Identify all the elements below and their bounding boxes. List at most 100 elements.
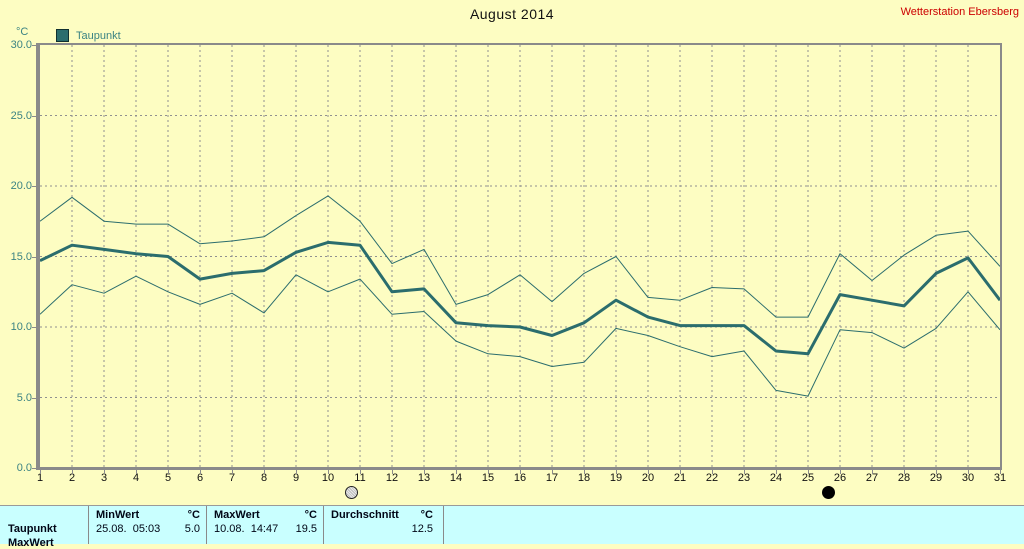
stats-table: MinWert °C MaxWert °C Durchschnitt °C Ta… [0, 505, 1024, 549]
table-separator [443, 506, 444, 544]
table-separator [323, 506, 324, 544]
y-tick-label: 0.0 [16, 462, 32, 474]
y-tick-mark [32, 398, 36, 399]
x-tick-mark [968, 470, 969, 474]
x-tick-label: 20 [641, 472, 655, 484]
x-tick-mark [904, 470, 905, 474]
x-tick-mark [552, 470, 553, 474]
col-header-durchschnitt: Durchschnitt [331, 509, 399, 521]
y-tick-label: 5.0 [16, 392, 32, 404]
x-tick-mark [1000, 470, 1001, 474]
col-header-maxwert: MaxWert [214, 509, 260, 521]
x-tick-label: 11 [354, 472, 366, 484]
x-tick-label: 26 [833, 472, 847, 484]
y-tick-mark [32, 257, 36, 258]
x-tick-mark [136, 470, 137, 474]
x-tick-label: 7 [228, 472, 236, 484]
y-tick-label: 20.0 [10, 180, 32, 192]
x-tick-label: 19 [609, 472, 623, 484]
x-tick-mark [456, 470, 457, 474]
col-unit-durchschnitt: °C [420, 509, 433, 521]
x-tick-label: 31 [993, 472, 1007, 484]
x-tick-mark [488, 470, 489, 474]
y-tick-mark [32, 186, 36, 187]
y-tick-label: 25.0 [10, 110, 32, 122]
legend: Taupunkt [56, 29, 121, 42]
x-tick-label: 14 [449, 472, 463, 484]
x-tick-label: 29 [929, 472, 943, 484]
x-tick-label: 13 [417, 472, 431, 484]
y-tick-mark [32, 468, 36, 469]
x-tick-label: 4 [132, 472, 140, 484]
x-tick-label: 8 [260, 472, 268, 484]
col-unit-maxwert: °C [304, 509, 317, 521]
min-timestamp: 25.08. 05:03 [96, 523, 161, 535]
max-value: 19.5 [295, 523, 317, 535]
x-tick-mark [808, 470, 809, 474]
row-label-taupunkt: Taupunkt [8, 523, 57, 535]
plot-border [36, 43, 1002, 470]
x-tick-label: 22 [705, 472, 719, 484]
y-tick-mark [32, 45, 36, 46]
x-tick-label: 2 [68, 472, 76, 484]
new-moon-icon [822, 486, 835, 499]
x-tick-label: 18 [577, 472, 591, 484]
chart-plot-area [40, 45, 1000, 468]
x-tick-label: 5 [164, 472, 172, 484]
x-tick-label: 15 [481, 472, 495, 484]
x-tick-mark [712, 470, 713, 474]
x-tick-mark [296, 470, 297, 474]
x-tick-label: 6 [196, 472, 204, 484]
x-tick-mark [328, 470, 329, 474]
y-tick-mark [32, 327, 36, 328]
table-separator [88, 506, 89, 544]
y-tick-label: 30.0 [10, 39, 32, 51]
x-tick-mark [104, 470, 105, 474]
col-header-minwert: MinWert [96, 509, 140, 521]
col-unit-minwert: °C [187, 509, 200, 521]
table-separator [206, 506, 207, 544]
x-tick-label: 23 [737, 472, 751, 484]
x-tick-label: 16 [513, 472, 527, 484]
x-tick-mark [744, 470, 745, 474]
legend-swatch-icon [56, 29, 69, 42]
max-timestamp: 10.08. 14:47 [214, 523, 279, 535]
x-tick-mark [872, 470, 873, 474]
station-name: Wetterstation Ebersberg [900, 6, 1019, 18]
y-tick-label: 15.0 [10, 251, 32, 263]
row-label-clipped: MaxWert [8, 537, 54, 549]
y-axis-unit-label: °C [16, 26, 29, 38]
x-tick-label: 24 [769, 472, 783, 484]
min-value: 5.0 [184, 523, 200, 535]
x-tick-mark [200, 470, 201, 474]
x-tick-mark [584, 470, 585, 474]
x-tick-label: 3 [100, 472, 108, 484]
x-tick-label: 30 [961, 472, 975, 484]
x-tick-mark [680, 470, 681, 474]
x-tick-mark [840, 470, 841, 474]
full-moon-icon [345, 486, 358, 499]
y-tick-label: 10.0 [10, 321, 32, 333]
avg-value: 12.5 [411, 523, 433, 535]
x-tick-mark [232, 470, 233, 474]
x-tick-mark [616, 470, 617, 474]
x-tick-mark [648, 470, 649, 474]
y-tick-mark [32, 116, 36, 117]
x-tick-mark [168, 470, 169, 474]
x-tick-label: 10 [321, 472, 335, 484]
x-tick-mark [40, 470, 41, 474]
x-tick-mark [264, 470, 265, 474]
x-tick-mark [936, 470, 937, 474]
x-tick-label: 12 [385, 472, 399, 484]
x-tick-mark [72, 470, 73, 474]
x-tick-mark [520, 470, 521, 474]
x-tick-label: 17 [545, 472, 559, 484]
x-tick-mark [776, 470, 777, 474]
x-tick-mark [424, 470, 425, 474]
x-tick-mark [392, 470, 393, 474]
x-tick-label: 9 [292, 472, 300, 484]
x-tick-mark [360, 470, 361, 474]
x-tick-label: 25 [801, 472, 815, 484]
x-tick-label: 1 [36, 472, 44, 484]
legend-label: Taupunkt [76, 29, 121, 42]
